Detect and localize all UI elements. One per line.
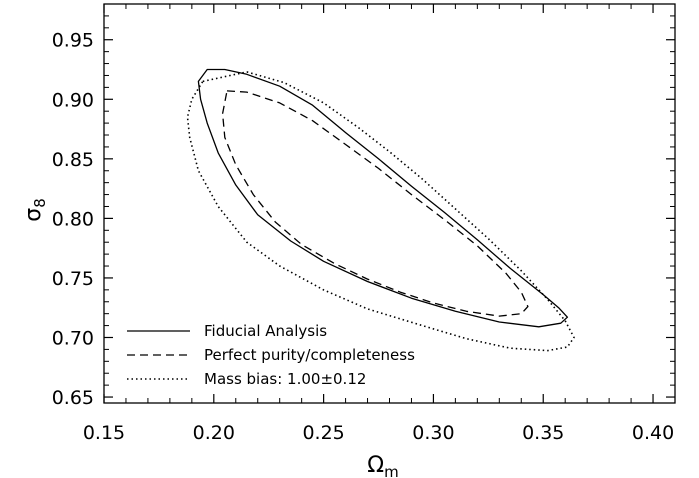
x-tick-label: 0.40 bbox=[632, 422, 674, 444]
y-axis-title: σ8 bbox=[21, 198, 49, 222]
y-tick-label: 0.65 bbox=[52, 387, 94, 409]
x-tick-label: 0.15 bbox=[83, 422, 125, 444]
x-axis-title: Ωm bbox=[367, 453, 398, 478]
y-tick-label: 0.85 bbox=[52, 149, 94, 171]
x-tick-label: 0.25 bbox=[302, 422, 344, 444]
y-axis-ticks: 0.65 0.70 0.75 0.80 0.85 0.90 0.95 bbox=[52, 3, 675, 409]
legend: Fiducial Analysis Perfect purity/complet… bbox=[127, 322, 415, 388]
y-tick-label: 0.80 bbox=[52, 208, 94, 230]
contour-lines bbox=[186, 68, 575, 352]
x-tick-label: 0.20 bbox=[193, 422, 235, 444]
legend-label-mass-bias: Mass bias: 1.00±0.12 bbox=[204, 370, 366, 388]
x-axis-title-subscript: m bbox=[384, 463, 399, 478]
plot-frame bbox=[103, 3, 676, 404]
contour-dashed bbox=[221, 90, 529, 317]
y-tick-label: 0.70 bbox=[52, 327, 94, 349]
y-axis-title-subscript: 8 bbox=[31, 198, 49, 208]
x-axis-ticks: 0.15 0.20 0.25 0.30 0.35 0.40 bbox=[83, 4, 676, 444]
contour-solid bbox=[197, 68, 569, 328]
x-axis-title-symbol: Ω bbox=[367, 453, 384, 478]
legend-label-purity: Perfect purity/completeness bbox=[204, 346, 415, 364]
contour-dotted bbox=[186, 71, 575, 352]
y-tick-label: 0.90 bbox=[52, 89, 94, 111]
y-tick-label: 0.95 bbox=[52, 30, 94, 52]
legend-label-fiducial: Fiducial Analysis bbox=[204, 322, 327, 340]
y-axis-title-symbol: σ bbox=[21, 208, 46, 222]
x-tick-label: 0.35 bbox=[522, 422, 564, 444]
x-tick-label: 0.30 bbox=[412, 422, 454, 444]
y-tick-label: 0.75 bbox=[52, 268, 94, 290]
